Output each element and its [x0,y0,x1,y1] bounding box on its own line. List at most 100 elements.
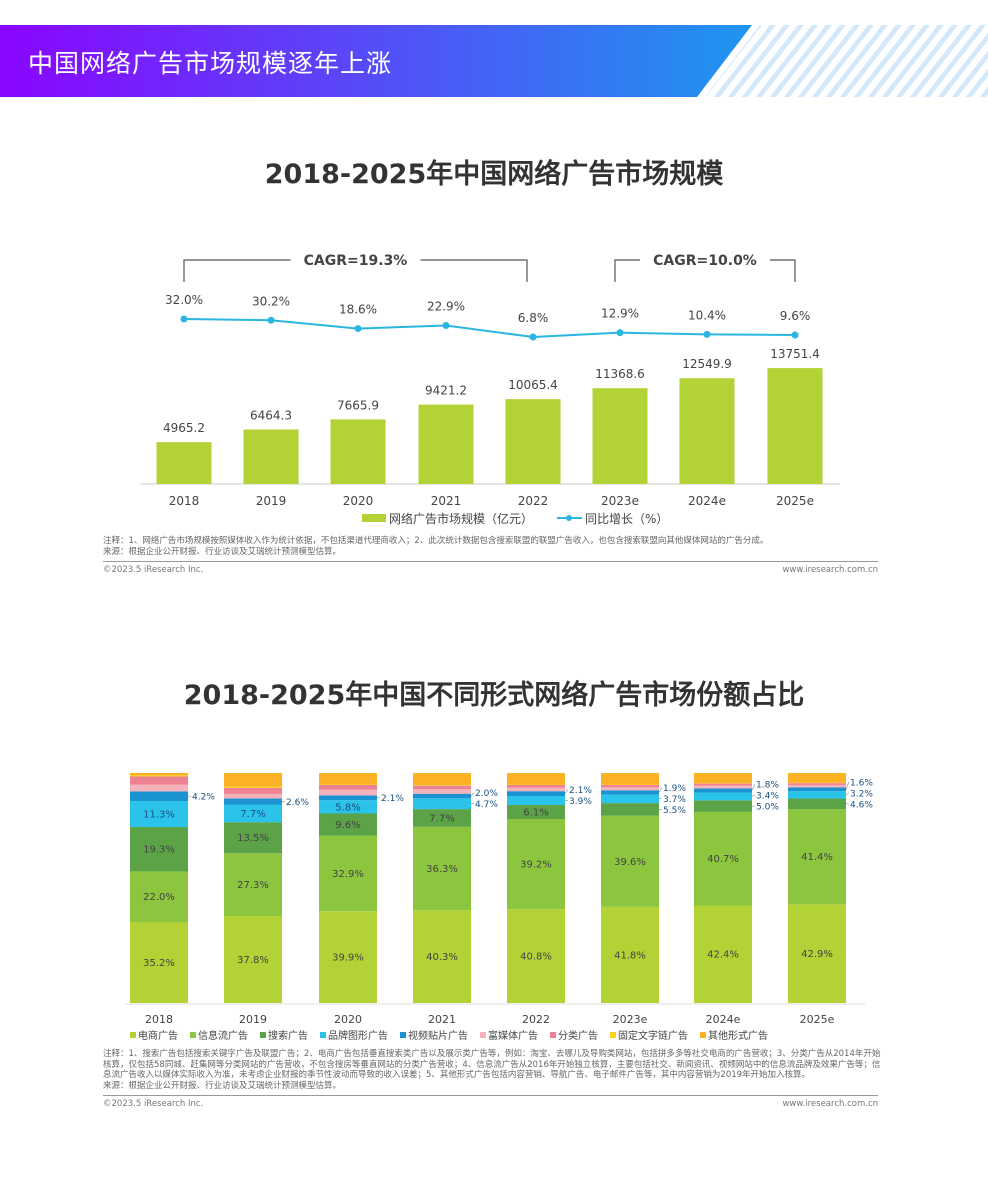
segment-2024e-其他形式广告 [694,773,752,784]
segment-2022-视频贴片广告 [507,791,565,796]
chart2-website[interactable]: www.iresearch.com.cn [782,1099,878,1109]
value-label: 7665.9 [337,398,379,412]
legend-label: 同比增长（%） [585,512,668,526]
x-tick-label: 2023e [613,1013,648,1026]
segment-label: 1.8% [756,781,779,791]
chart1-website[interactable]: www.iresearch.com.cn [782,565,878,575]
legend-label: 视频贴片广告 [408,1029,468,1042]
market-size-chart: 4965.2 2018 6464.3 2019 7665.9 2020 9421.2 2021… [140,253,840,526]
segment-leader [751,794,756,797]
segment-2020-分类广告 [319,784,377,790]
x-tick-label: 2021 [431,494,462,508]
segment-2023e-富媒体广告 [601,787,659,791]
segment-label: 2.1% [381,794,404,804]
segment-2024e-品牌图形广告 [694,792,752,801]
segment-2018-固定文字链广告 [130,775,188,777]
segment-2022-电商广告 [507,909,565,1003]
segment-2022-其他形式广告 [507,773,565,785]
growth-label: 10.4% [688,308,726,322]
x-tick-label: 2024e [688,494,726,508]
segment-label: 32.9% [332,869,364,880]
segment-2019-分类广告 [224,787,282,794]
segment-label: 39.6% [614,857,646,868]
x-tick-label: 2019 [239,1013,267,1026]
cagr-bracket [183,259,528,282]
segment-2019-品牌图形广告 [224,804,282,823]
growth-point-2018 [180,315,188,323]
bar-2018 [156,442,212,484]
segment-label: 2.1% [569,786,592,796]
segment-label: 39.9% [332,953,364,964]
bar-2020 [330,419,386,484]
segment-2023e-其他形式广告 [601,773,659,785]
segment-2023e-信息流广告 [601,815,659,907]
segment-2021-品牌图形广告 [413,798,471,810]
value-label: 9421.2 [425,384,467,398]
segment-2024e-分类广告 [694,783,752,786]
segment-2021-电商广告 [413,910,471,1003]
segment-2019-固定文字链广告 [224,786,282,788]
segment-leader [658,787,663,793]
growth-point-2025e [791,331,799,339]
segment-label: 22.0% [143,892,175,903]
section-title: 中国网络广告市场规模逐年上涨 [28,49,393,78]
segment-label: 42.4% [707,950,739,961]
segment-2020-其他形式广告 [319,773,377,785]
segment-label: 2.0% [475,789,498,799]
segment-2018-搜索广告 [130,827,188,872]
segment-2020-富媒体广告 [319,789,377,796]
bar-2024e [679,378,735,484]
legend-label: 网络广告市场规模（亿元） [389,511,533,526]
segment-label: 7.7% [240,809,265,820]
segment-2019-其他形式广告 [224,773,282,787]
legend-swatch [130,1032,136,1038]
growth-label: 12.9% [601,307,639,321]
segment-label: 3.9% [569,797,592,807]
segment-2024e-搜索广告 [694,800,752,812]
segment-2019-视频贴片广告 [224,798,282,805]
segment-label: 3.4% [756,792,779,802]
growth-label: 6.8% [518,311,549,325]
growth-label: 18.6% [339,303,377,317]
segment-label: 35.2% [143,958,175,969]
legend-label: 其他形式广告 [708,1029,768,1042]
legend-label: 固定文字链广告 [618,1029,688,1042]
chart2-note: 注释：1、搜索广告包括搜索关键字广告及联盟广告；2、电商广告包括垂直搜索类广告以… [103,1049,881,1080]
value-label: 6464.3 [250,409,292,423]
segment-2025e-富媒体广告 [788,784,846,788]
chart2-title: 2018-2025年中国不同形式网络广告市场份额占比 [183,680,805,711]
segment-label: 5.5% [663,806,686,816]
growth-label: 22.9% [427,300,465,314]
segment-label: 40.8% [520,952,552,963]
chart1-notes: 注释：1、网络广告市场规模按照媒体收入作为统计依据，不包括渠道代理商收入；2、此… [103,536,888,576]
bar-2023e [592,388,648,484]
growth-point-2024e [703,330,711,338]
legend-label: 分类广告 [558,1029,598,1042]
segment-2023e-分类广告 [601,784,659,788]
legend-swatch-bar [362,514,386,522]
segment-2020-电商广告 [319,911,377,1003]
divider [103,1095,878,1096]
legend-swatch [550,1032,556,1038]
segment-leader [564,789,569,794]
x-tick-label: 2025e [776,494,814,508]
segment-2018-分类广告 [130,776,188,785]
growth-point-2020 [354,325,362,333]
segment-2018-富媒体广告 [130,784,188,792]
value-label: 12549.9 [682,357,732,371]
segment-label: 40.3% [426,952,458,963]
segment-2022-分类广告 [507,784,565,788]
segment-2024e-信息流广告 [694,811,752,906]
legend-swatch [400,1032,406,1038]
segment-label: 5.8% [335,802,360,813]
segment-2019-富媒体广告 [224,793,282,799]
segment-2024e-富媒体广告 [694,785,752,789]
cagr-bracket [614,259,796,282]
segment-label: 6.1% [523,807,548,818]
segment-2024e-电商广告 [694,905,752,1003]
segment-label: 40.7% [707,854,739,865]
segment-leader [845,792,850,796]
chart2-notes: 注释：1、搜索广告包括搜索关键字广告及联盟广告；2、电商广告包括垂直搜索类广告以… [103,1049,888,1110]
chart2-source: 来源：根据企业公开财报、行业访谈及艾瑞统计预测模型估算。 [103,1080,342,1091]
chart1-title: 2018-2025年中国网络广告市场规模 [264,159,724,190]
